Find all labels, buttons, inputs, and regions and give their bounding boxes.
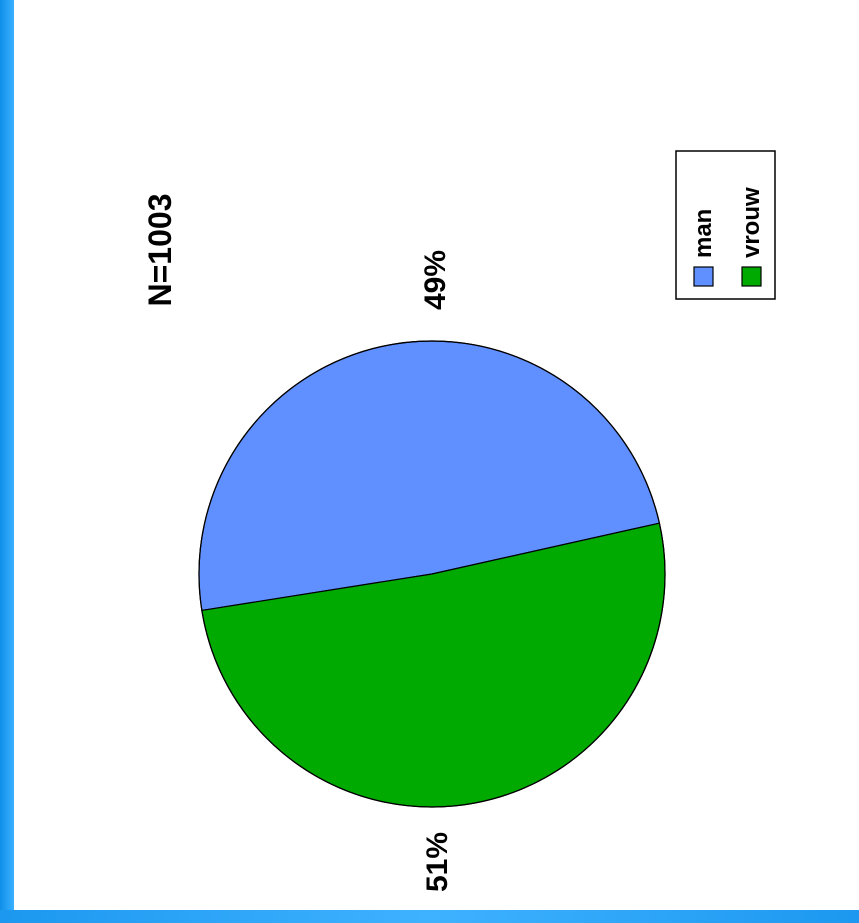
legend-swatch-man [693, 266, 714, 287]
bottom-border [0, 910, 859, 923]
chart-title: N=1003 [142, 194, 178, 307]
legend-swatch-vrouw [741, 266, 762, 287]
legend-label-vrouw: vrouw [738, 187, 765, 258]
slice-label-vrouw: 51% [421, 832, 454, 892]
pie-slices [198, 340, 666, 808]
left-border [0, 0, 14, 923]
legend-label-man: man [690, 209, 717, 258]
slice-label-man: 49% [419, 250, 452, 310]
pie-outline [198, 340, 666, 808]
legend: man vrouw [675, 150, 776, 300]
